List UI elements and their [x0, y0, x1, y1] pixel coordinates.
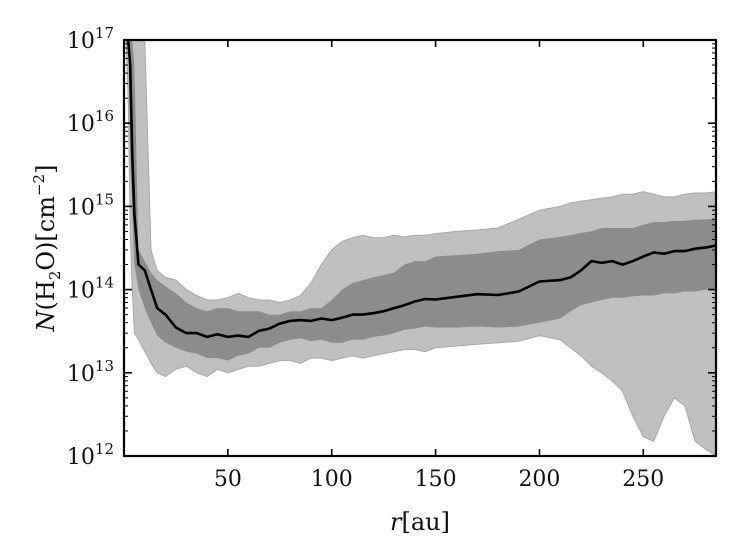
outer-percentile-band	[126, 40, 716, 456]
bands-group	[125, 40, 716, 456]
y-tick-label: 1017	[67, 24, 114, 54]
y-tick-label: 1014	[67, 274, 114, 304]
y-axis-ticks: 1012 1013 1014 1015 1016 1017	[67, 24, 716, 470]
y-axis-label: N(H2O)[cm−2]	[30, 165, 64, 333]
x-tick-label: 200	[518, 467, 560, 492]
axes-frame	[122, 38, 718, 458]
x-tick-label: 50	[214, 467, 242, 492]
plot-area	[125, 40, 716, 456]
x-axis-label: r[au]	[390, 508, 450, 536]
x-tick-label: 250	[622, 467, 664, 492]
y-tick-label: 1015	[67, 190, 114, 220]
y-tick-label: 1016	[67, 107, 114, 137]
x-tick-label: 150	[415, 467, 457, 492]
x-axis-ticks: 50 100 150 200 250	[214, 40, 664, 492]
y-tick-label: 1012	[67, 440, 114, 470]
y-tick-label: 1013	[67, 357, 114, 387]
x-tick-label: 100	[311, 467, 353, 492]
outer-band-edge	[125, 40, 716, 456]
median-line	[126, 40, 716, 339]
inner-percentile-band	[126, 40, 716, 361]
